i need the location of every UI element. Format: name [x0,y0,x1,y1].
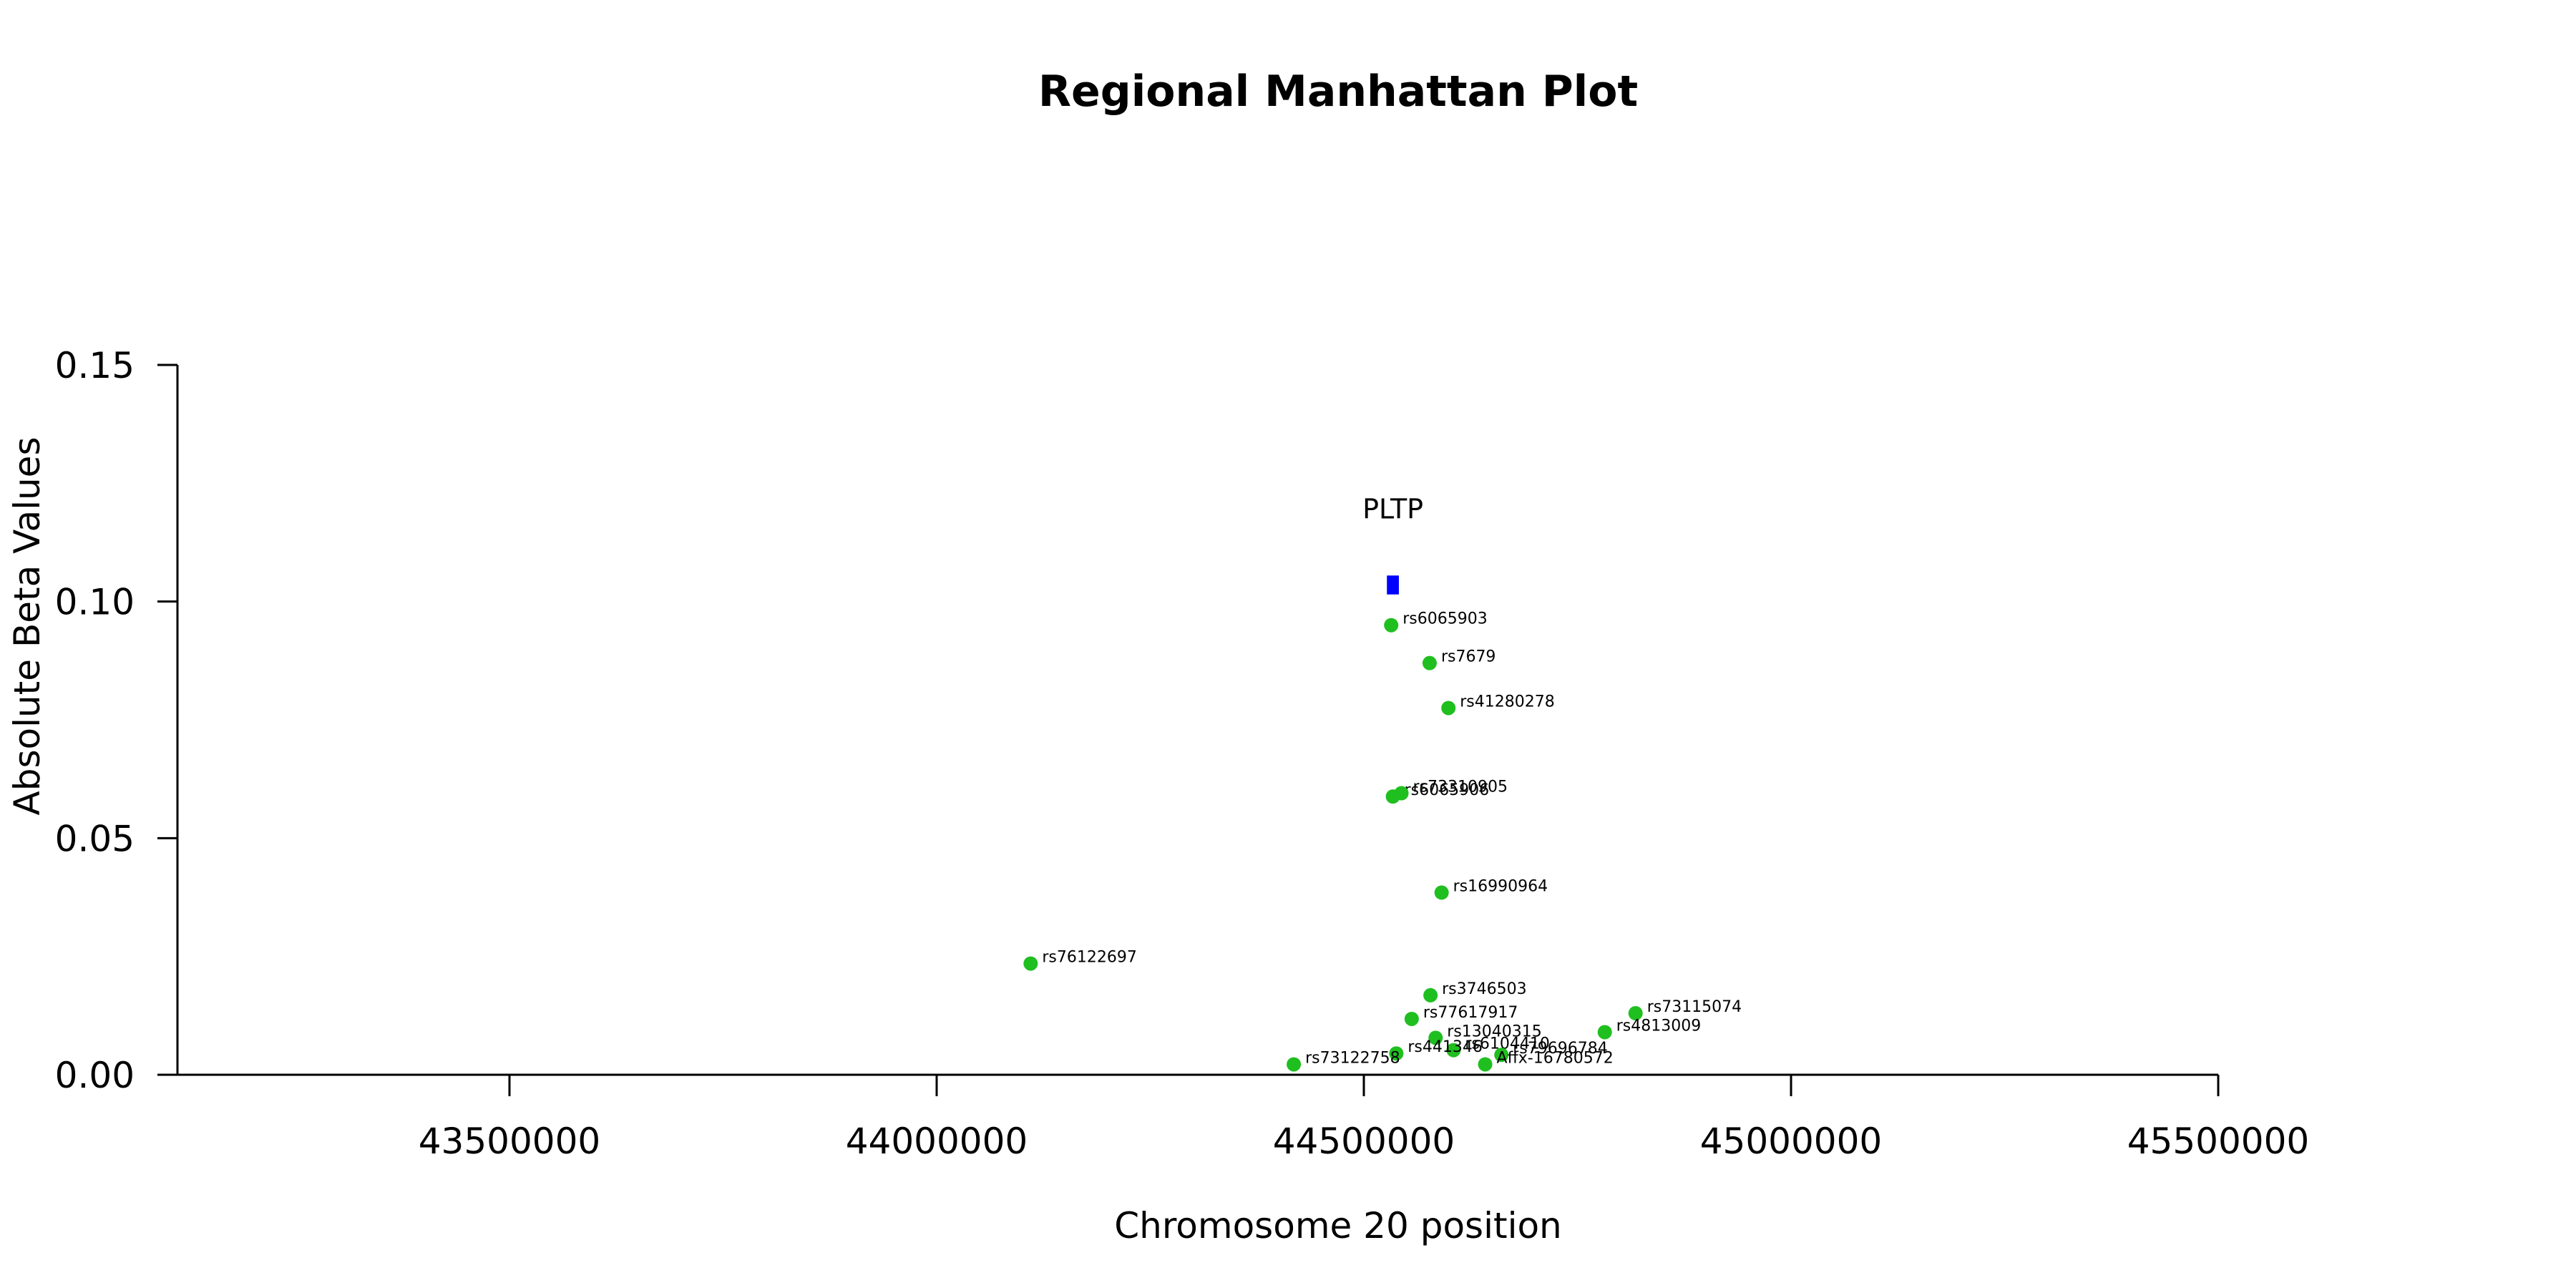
x-axis: 43500000 44000000 44500000 45000000 45500000 [177,1073,2310,1162]
data-point [1384,618,1399,633]
data-point-label: rs73122758 [1305,1049,1400,1067]
data-point [1446,1043,1461,1058]
y-tick-label: 0.10 [55,582,135,623]
data-point [1389,1046,1404,1061]
y-tick-label: 0.15 [55,345,135,386]
data-point [1428,1030,1443,1045]
x-tick-label: 44500000 [1273,1121,1455,1162]
data-point-label: rs3746503 [1442,980,1526,998]
chart-title: Regional Manhattan Plot [1038,67,1638,117]
data-point [1404,1011,1419,1026]
gene-region: PLTP [1362,493,1423,595]
data-points: rs6065903 rs7679 rs41280278 rs6065906rs7331… [1023,610,1742,1072]
data-point-label: rs7679 [1441,648,1496,666]
data-point [1597,1025,1612,1040]
x-axis-label: Chromosome 20 position [1114,1205,1562,1246]
y-axis-label: Absolute Beta Values [6,437,48,816]
data-point [1478,1057,1493,1072]
x-tick-label: 43500000 [419,1121,601,1162]
y-tick-label: 0.05 [55,818,135,859]
data-point-label: rs6065906 [1405,781,1490,799]
data-point [1628,1006,1643,1021]
data-point-label: rs76122697 [1042,949,1136,967]
data-point-label: rs77617917 [1423,1004,1518,1022]
data-point [1023,956,1038,971]
data-point-label: rs4813009 [1616,1017,1702,1035]
data-point [1422,655,1437,670]
data-point-label: rs16990964 [1453,877,1548,895]
data-point-label: rs6104410 [1465,1035,1550,1053]
data-point-label: rs441346 [1407,1038,1483,1056]
gene-box [1387,575,1399,595]
gene-label: PLTP [1362,493,1423,525]
data-point [1423,987,1438,1002]
data-point-label: Affx-16780572 [1497,1049,1614,1067]
data-point [1441,701,1456,716]
x-tick-label: 45000000 [1700,1121,1883,1162]
data-point [1287,1057,1302,1072]
y-axis: 0.00 0.05 0.10 0.15 [55,345,179,1096]
data-point-label: rs73115074 [1647,998,1742,1016]
data-point-label: rs41280278 [1460,693,1554,711]
data-point [1394,786,1409,801]
data-point-label: rs73310905 [1413,779,1508,796]
data-point [1494,1048,1509,1063]
x-tick-label: 45500000 [2127,1121,2310,1162]
y-tick-label: 0.00 [55,1055,135,1096]
data-point [1434,885,1449,900]
data-point-label: rs6065903 [1402,610,1488,628]
x-tick-label: 44000000 [846,1121,1028,1162]
data-point-label: rs79696784 [1513,1040,1607,1058]
data-point-label: rs13040315 [1447,1023,1541,1040]
